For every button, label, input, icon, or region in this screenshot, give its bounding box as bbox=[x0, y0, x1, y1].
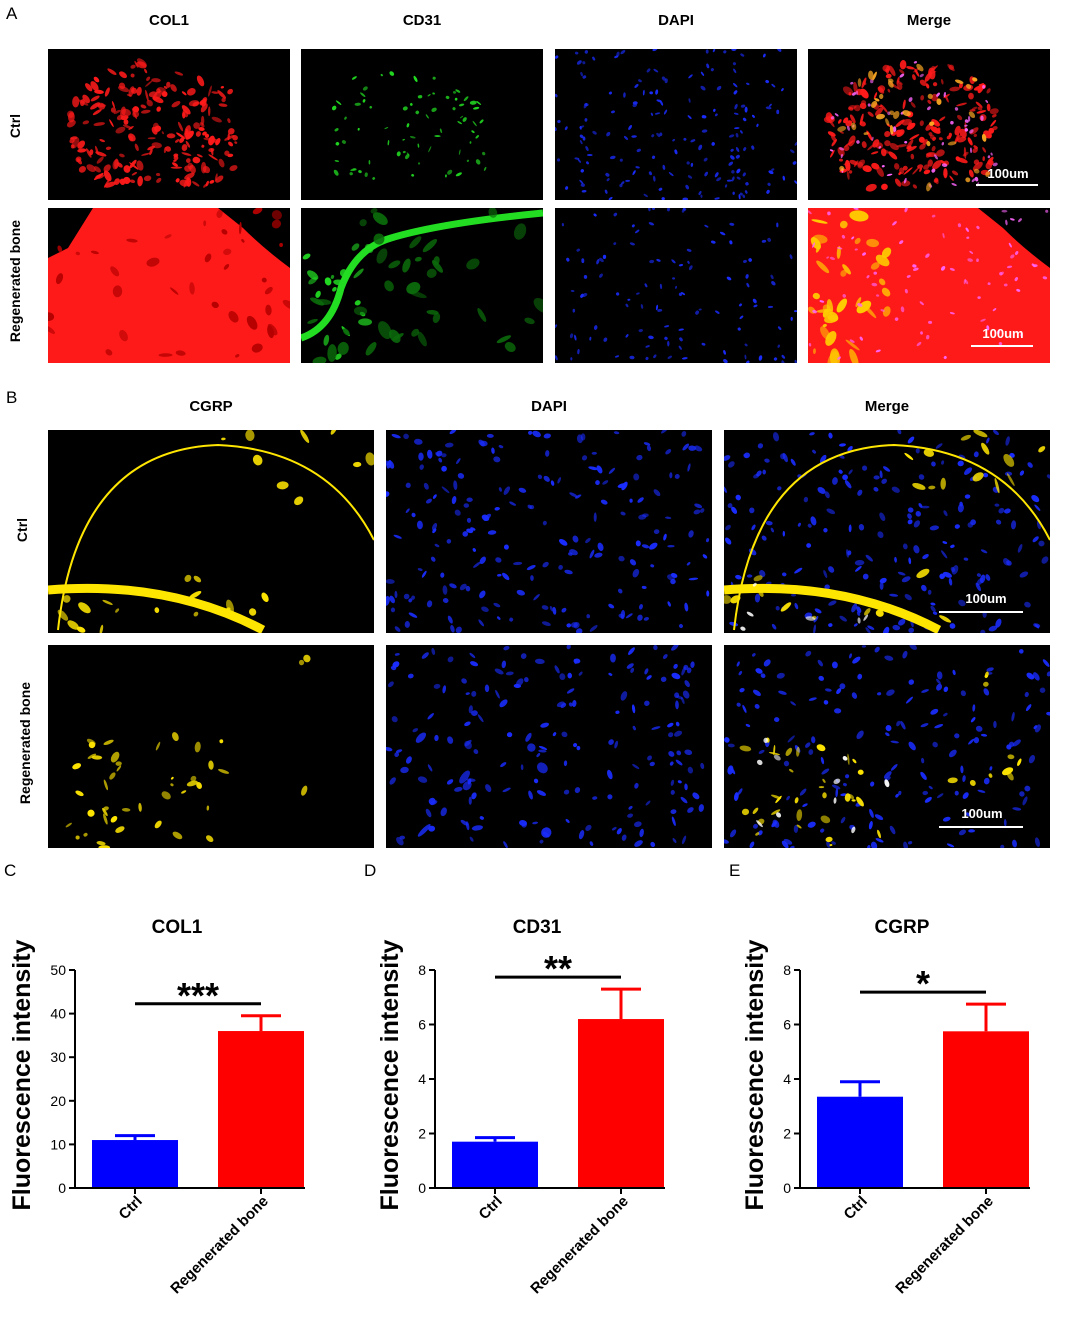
panel-b-col-dapi: DAPI bbox=[531, 398, 567, 415]
chart-e: E CGRP Fluorescence intensity Ctrl Regenerat… bbox=[725, 858, 1065, 1319]
micrograph-a-ctrl-dapi bbox=[555, 49, 797, 200]
panel-a-col-merge: Merge bbox=[906, 12, 952, 29]
x-tick-label: Regenerated bone bbox=[167, 1193, 272, 1298]
micrograph-a-ctrl-cd31 bbox=[301, 49, 543, 200]
bar-regenerated bbox=[578, 1019, 664, 1188]
scalebar-label: 100um bbox=[961, 806, 1003, 821]
bar-ctrl bbox=[92, 1140, 178, 1188]
micrograph-b-ctrl-cgrp bbox=[48, 430, 374, 633]
significance-stars: *** bbox=[177, 975, 219, 1016]
panel-a-row-ctrl: Ctrl bbox=[7, 113, 23, 139]
scalebar bbox=[971, 345, 1033, 347]
micrograph-a-regen-col1 bbox=[48, 208, 290, 363]
chart-title: CD31 bbox=[513, 917, 562, 938]
bar-ctrl bbox=[452, 1141, 538, 1188]
chart-title: COL1 bbox=[152, 917, 203, 938]
y-tick-label: 50 bbox=[50, 962, 66, 978]
bar-regenerated bbox=[218, 1031, 304, 1188]
y-axis-label: Fluorescence intensity bbox=[8, 939, 36, 1210]
micrograph-b-regen-dapi bbox=[386, 645, 712, 848]
micrograph-b-regen-cgrp bbox=[48, 645, 374, 848]
micrograph-a-regen-dapi bbox=[555, 208, 797, 363]
y-tick-label: 0 bbox=[418, 1180, 426, 1196]
panel-a-letter: A bbox=[6, 4, 18, 23]
scalebar-label: 100um bbox=[987, 166, 1029, 181]
x-tick-label: Ctrl bbox=[841, 1193, 871, 1223]
y-axis-label: Fluorescence intensity bbox=[376, 939, 404, 1210]
chart-d: D CD31 Fluorescence intensity Ctrl Regenerat… bbox=[360, 858, 715, 1319]
y-tick-label: 0 bbox=[58, 1180, 66, 1196]
panel-b-col-merge: Merge bbox=[864, 398, 910, 415]
y-tick-label: 6 bbox=[783, 1017, 791, 1033]
y-tick-label: 20 bbox=[50, 1093, 66, 1109]
panel-b-col-cgrp: CGRP bbox=[189, 398, 233, 415]
micrograph-a-regen-cd31 bbox=[301, 208, 543, 363]
y-axis-label: Fluorescence intensity bbox=[741, 939, 769, 1210]
micrograph-b-regen-merge: 100um bbox=[724, 645, 1050, 848]
x-tick-label: Regenerated bone bbox=[527, 1193, 632, 1298]
chart-c: C COL1 Fluorescence intensity Ctrl Regenerat… bbox=[0, 858, 355, 1319]
scalebar bbox=[939, 826, 1023, 828]
y-tick-label: 2 bbox=[418, 1126, 426, 1142]
y-tick-label: 4 bbox=[418, 1071, 426, 1087]
panel-b-row-ctrl: Ctrl bbox=[14, 517, 30, 543]
chart-panel-letter: E bbox=[729, 861, 740, 880]
bar-ctrl bbox=[817, 1096, 903, 1188]
scalebar bbox=[939, 611, 1023, 613]
scalebar-label: 100um bbox=[965, 591, 1007, 606]
panel-a-col-col1: COL1 bbox=[148, 12, 189, 29]
bar-regenerated bbox=[943, 1031, 1029, 1188]
panel-a-col-cd31: CD31 bbox=[402, 12, 442, 29]
y-tick-label: 0 bbox=[783, 1180, 791, 1196]
micrograph-b-ctrl-merge: 100um bbox=[724, 430, 1050, 633]
panel-a-col-dapi: DAPI bbox=[658, 12, 694, 29]
x-tick-label: Ctrl bbox=[116, 1193, 146, 1223]
y-tick-label: 6 bbox=[418, 1017, 426, 1033]
panel-b-letter: B bbox=[6, 388, 18, 407]
y-tick-label: 2 bbox=[783, 1126, 791, 1142]
y-tick-label: 8 bbox=[418, 962, 426, 978]
micrograph-b-ctrl-dapi bbox=[386, 430, 712, 633]
significance-stars: * bbox=[916, 963, 930, 1004]
significance-stars: ** bbox=[544, 948, 572, 989]
x-tick-label: Ctrl bbox=[476, 1193, 506, 1223]
micrograph-a-ctrl-merge: 100um bbox=[808, 49, 1050, 200]
y-tick-label: 10 bbox=[50, 1136, 66, 1152]
micrograph-a-regen-merge: 100um bbox=[808, 208, 1050, 363]
chart-panel-letter: C bbox=[4, 861, 16, 880]
y-tick-label: 40 bbox=[50, 1006, 66, 1022]
panel-a-row-regenerated: Regenerated bone bbox=[7, 219, 23, 343]
panel-b-row-regenerated: Regenerated bone bbox=[17, 681, 33, 805]
x-tick-label: Regenerated bone bbox=[892, 1193, 997, 1298]
micrograph-a-ctrl-col1 bbox=[48, 49, 290, 200]
y-tick-label: 8 bbox=[783, 962, 791, 978]
y-tick-label: 4 bbox=[783, 1071, 791, 1087]
y-tick-label: 30 bbox=[50, 1049, 66, 1065]
chart-panel-letter: D bbox=[364, 861, 376, 880]
scalebar bbox=[976, 184, 1038, 186]
chart-title: CGRP bbox=[875, 917, 930, 938]
scalebar-label: 100um bbox=[982, 326, 1024, 341]
